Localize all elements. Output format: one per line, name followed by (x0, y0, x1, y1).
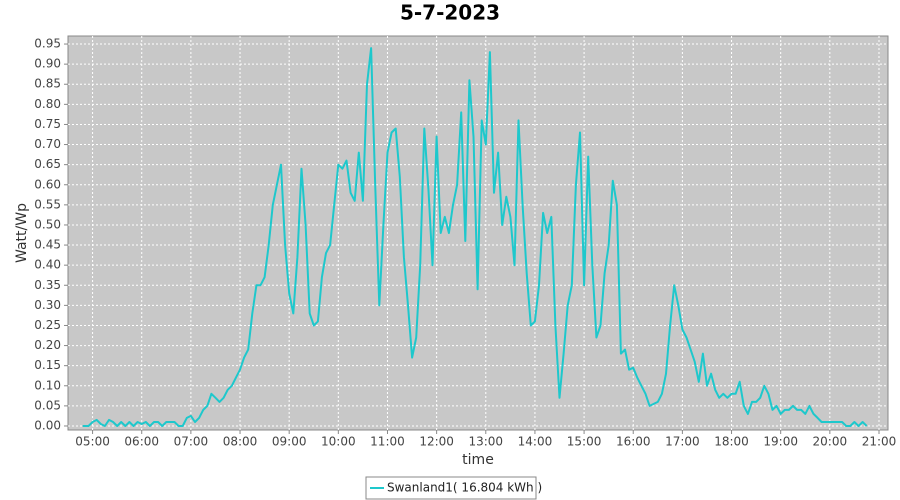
y-tick-label: 0.65 (34, 157, 61, 171)
y-tick-label: 0.70 (34, 137, 61, 151)
y-tick-label: 0.60 (34, 177, 61, 191)
legend-box (365, 476, 537, 500)
x-tick-label: 12:00 (419, 435, 454, 449)
x-tick-label: 13:00 (468, 435, 503, 449)
y-axis-label: Watt/Wp (14, 203, 30, 263)
x-tick-label: 15:00 (567, 435, 602, 449)
y-tick-label: 0.45 (34, 238, 61, 252)
x-tick-label: 18:00 (714, 435, 749, 449)
y-tick-label: 0.25 (34, 318, 61, 332)
series-line (82, 47, 868, 427)
y-tick-label: 0.05 (34, 398, 61, 412)
y-tick-label: 0.35 (34, 278, 61, 292)
y-tick-label: 0.90 (34, 57, 61, 71)
legend-label: Swanland1( 16.804 kWh ) (387, 481, 542, 495)
x-tick-label: 08:00 (223, 435, 258, 449)
y-tick-label: 0.10 (34, 378, 61, 392)
y-tick-label: 0.30 (34, 298, 61, 312)
y-tick-label: 0.20 (34, 338, 61, 352)
legend: Swanland1( 16.804 kWh ) (365, 476, 542, 500)
y-tick-label: 0.50 (34, 217, 61, 231)
x-tick-label: 07:00 (174, 435, 209, 449)
y-tick-label: 0.55 (34, 197, 61, 211)
x-tick-label: 05:00 (75, 435, 110, 449)
x-tick-label: 21:00 (862, 435, 897, 449)
x-axis-label: time (462, 452, 494, 468)
x-tick-label: 17:00 (665, 435, 700, 449)
x-tick-label: 10:00 (321, 435, 356, 449)
y-tick-label: 0.95 (34, 37, 61, 51)
y-tick-label: 0.15 (34, 358, 61, 372)
y-tick-label: 0.80 (34, 97, 61, 111)
x-tick-label: 06:00 (124, 435, 159, 449)
x-tick-label: 11:00 (370, 435, 405, 449)
y-tick-label: 0.00 (34, 418, 61, 432)
x-tick-label: 14:00 (518, 435, 553, 449)
x-tick-label: 16:00 (616, 435, 651, 449)
y-tick-label: 0.75 (34, 117, 61, 131)
x-tick-label: 20:00 (813, 435, 848, 449)
y-tick-label: 0.40 (34, 258, 61, 272)
chart-title: 5-7-2023 (400, 1, 500, 25)
x-tick-label: 09:00 (272, 435, 307, 449)
x-tick-label: 19:00 (763, 435, 798, 449)
y-tick-label: 0.85 (34, 77, 61, 91)
